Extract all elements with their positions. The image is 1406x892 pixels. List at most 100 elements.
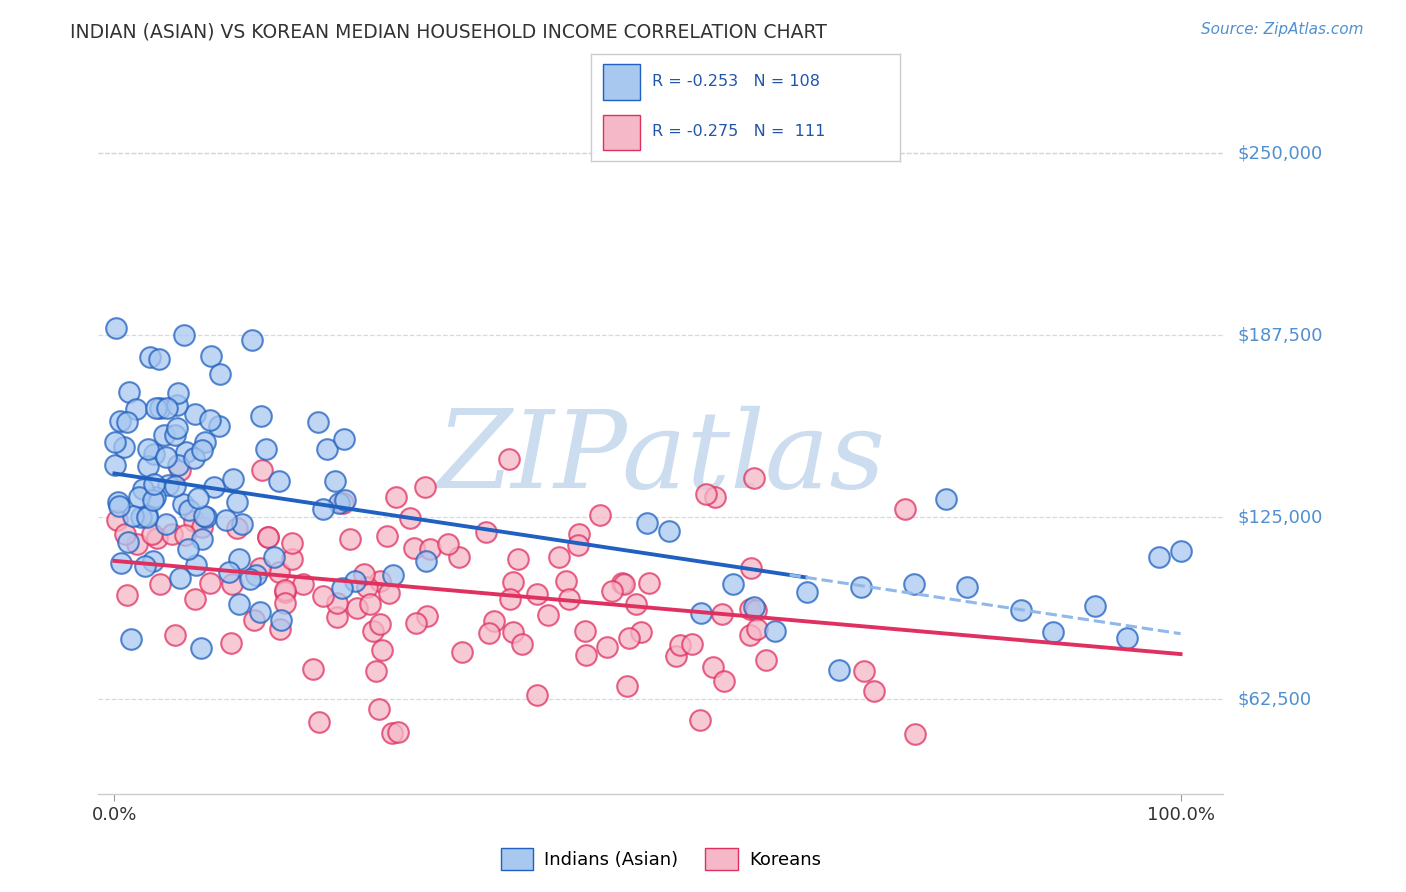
Point: [568, 526, 591, 541]
Point: [120, 632, 142, 646]
Point: [399, 510, 422, 524]
Point: [269, 622, 291, 636]
Point: [385, 490, 408, 504]
Point: [129, 510, 152, 524]
Point: [682, 637, 704, 651]
Point: [346, 600, 368, 615]
Point: [136, 510, 159, 524]
Point: [128, 491, 150, 505]
Point: [315, 442, 337, 456]
Point: [228, 551, 250, 566]
Point: [326, 610, 349, 624]
Point: [163, 428, 186, 442]
Point: [935, 492, 957, 507]
Point: [499, 592, 522, 607]
Point: [333, 493, 356, 508]
Text: $125,000: $125,000: [1237, 508, 1323, 526]
Point: [765, 624, 787, 638]
Text: $187,500: $187,500: [1237, 326, 1323, 344]
Point: [228, 597, 250, 611]
Point: [104, 435, 127, 450]
Point: [184, 408, 207, 422]
Point: [589, 508, 612, 522]
Point: [1149, 550, 1171, 565]
Point: [117, 535, 139, 549]
Point: [1170, 544, 1192, 558]
Point: [136, 442, 159, 456]
Point: [344, 574, 367, 589]
Point: [330, 581, 353, 595]
Point: [328, 496, 350, 510]
Point: [405, 615, 427, 630]
Point: [274, 585, 297, 599]
Text: $250,000: $250,000: [1237, 145, 1323, 162]
Point: [291, 577, 314, 591]
Point: [613, 576, 636, 591]
Point: [173, 327, 195, 342]
Point: [382, 568, 405, 582]
Point: [510, 637, 533, 651]
Point: [575, 648, 598, 663]
Point: [371, 642, 394, 657]
Point: [415, 554, 437, 568]
Point: [118, 384, 141, 399]
Point: [450, 645, 472, 659]
Point: [104, 458, 127, 472]
Point: [239, 572, 262, 586]
Point: [221, 577, 243, 591]
Point: [214, 513, 236, 527]
Point: [174, 445, 197, 459]
Point: [381, 725, 404, 739]
Point: [186, 491, 208, 505]
Point: [302, 662, 325, 676]
Point: [658, 524, 681, 538]
Point: [447, 550, 470, 565]
Point: [904, 727, 927, 741]
Point: [269, 474, 291, 488]
Point: [353, 567, 375, 582]
Point: [121, 509, 143, 524]
Point: [166, 398, 188, 412]
Point: [742, 471, 765, 485]
Point: [160, 527, 183, 541]
Point: [115, 415, 138, 429]
Point: [745, 602, 768, 616]
Point: [574, 624, 596, 639]
Point: [108, 414, 131, 428]
Point: [378, 585, 401, 599]
Bar: [603, 114, 640, 150]
Point: [956, 580, 979, 594]
Point: [167, 386, 190, 401]
Point: [274, 583, 297, 598]
Point: [596, 640, 619, 654]
Point: [402, 541, 425, 556]
Point: [145, 401, 167, 415]
Point: [112, 441, 135, 455]
Point: [740, 560, 762, 574]
Point: [114, 526, 136, 541]
Point: [142, 476, 165, 491]
Point: [184, 592, 207, 607]
Point: [665, 648, 688, 663]
Point: [249, 606, 271, 620]
Text: $62,500: $62,500: [1237, 690, 1312, 708]
Point: [139, 350, 162, 364]
Point: [600, 584, 623, 599]
Point: [250, 463, 273, 477]
Point: [169, 463, 191, 477]
Point: [416, 608, 439, 623]
Point: [332, 496, 354, 510]
Point: [226, 521, 249, 535]
Point: [526, 688, 548, 702]
Point: [482, 614, 505, 628]
Point: [738, 628, 761, 642]
Point: [1116, 631, 1139, 645]
Point: [107, 495, 129, 509]
Text: ZIPatlas: ZIPatlas: [436, 406, 886, 511]
Point: [617, 632, 640, 646]
Point: [669, 638, 692, 652]
Point: [312, 501, 335, 516]
Point: [738, 601, 761, 615]
Point: [177, 541, 200, 556]
Point: [368, 617, 391, 632]
